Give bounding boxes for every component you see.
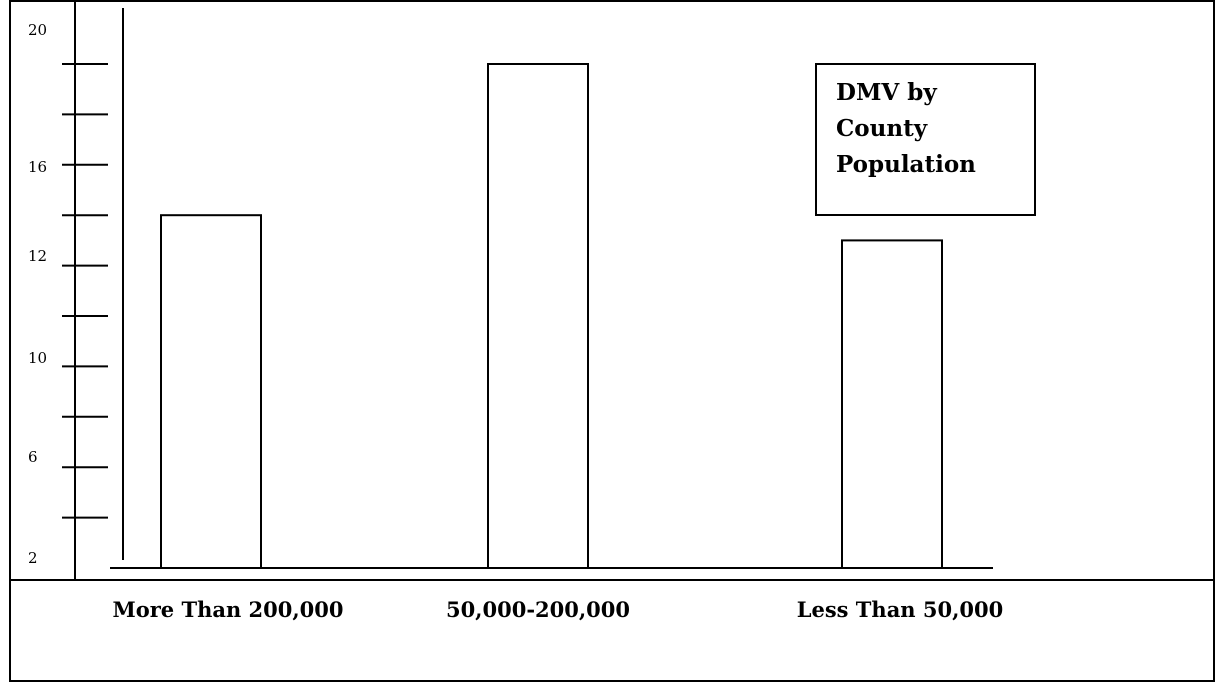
chart-frame <box>9 0 1215 682</box>
y-tick-label: 20 <box>28 21 47 39</box>
chart-title-line-2: County <box>836 115 928 142</box>
bar-2 <box>487 63 589 569</box>
y-tick-label: 2 <box>28 549 38 567</box>
x-category-label: Less Than 50,000 <box>797 597 1004 622</box>
y-tick-label: 16 <box>28 158 47 176</box>
legend-box-frame <box>815 63 1036 216</box>
x-category-label: 50,000-200,000 <box>446 597 630 622</box>
x-axis-category-labels: More Than 200,000 50,000-200,000 Less Than… <box>112 597 1003 622</box>
bar-1 <box>160 214 262 569</box>
legend-box: DMV by County Population <box>815 63 1036 216</box>
y-tick-label: 10 <box>28 349 47 367</box>
chart-title-line-3: Population <box>836 151 976 178</box>
y-axis-ticks <box>62 63 108 519</box>
x-category-label: More Than 200,000 <box>112 597 343 622</box>
chart-title-line-1: DMV by <box>836 79 937 106</box>
y-axis-tick-labels: 20 16 12 10 6 2 <box>28 21 47 567</box>
y-tick-label: 12 <box>28 247 47 265</box>
bar-3 <box>841 239 943 569</box>
bar-series <box>160 63 943 569</box>
y-tick-label: 6 <box>28 448 38 466</box>
